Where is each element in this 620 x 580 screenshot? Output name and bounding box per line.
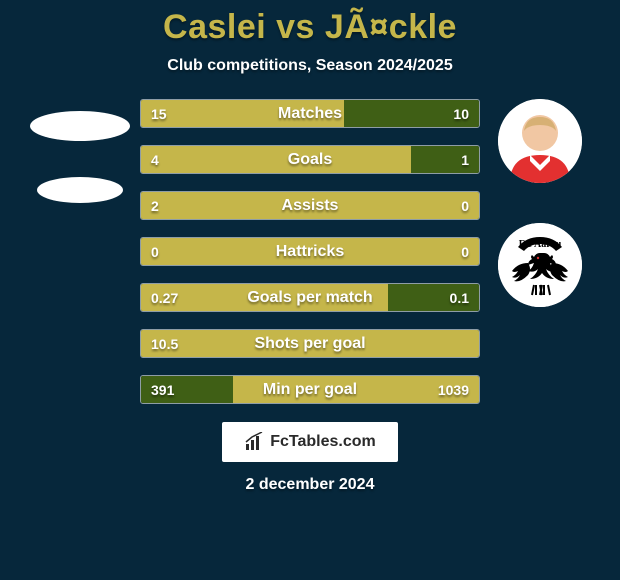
source-badge[interactable]: FcTables.com bbox=[222, 422, 398, 462]
left-player-column bbox=[20, 99, 140, 203]
right-player-avatar-svg bbox=[498, 99, 582, 183]
stat-row: Matches1510 bbox=[140, 99, 480, 128]
content-root: Caslei vs JÃ¤ckle Club competitions, Sea… bbox=[0, 0, 620, 580]
stat-bar-left-fill bbox=[141, 376, 233, 403]
left-player-avatar-placeholder bbox=[30, 111, 130, 141]
stats-bars: Matches1510 Goals41 Assists20 Hattricks00 Go… bbox=[140, 99, 480, 404]
page-title: Caslei vs JÃ¤ckle bbox=[163, 8, 457, 47]
stat-row: Assists20 bbox=[140, 191, 480, 220]
stat-bar-right-fill bbox=[310, 238, 479, 265]
date-text: 2 december 2024 bbox=[246, 476, 375, 494]
stat-bar-left-fill bbox=[141, 100, 344, 127]
stat-row: Shots per goal10.5 bbox=[140, 329, 480, 358]
stat-bar-left-fill bbox=[141, 330, 479, 357]
stat-bar-left-fill bbox=[141, 146, 411, 173]
stat-row: Hattricks00 bbox=[140, 237, 480, 266]
source-badge-text: FcTables.com bbox=[270, 433, 376, 451]
stat-bar-right-fill bbox=[411, 146, 479, 173]
stat-row: Goals41 bbox=[140, 145, 480, 174]
fctables-logo-icon bbox=[244, 432, 264, 452]
main-row: Matches1510 Goals41 Assists20 Hattricks00 Go… bbox=[0, 99, 620, 404]
stat-row: Min per goal3911039 bbox=[140, 375, 480, 404]
right-player-club-svg: FC Aarau bbox=[498, 223, 582, 307]
right-player-avatar bbox=[498, 99, 582, 183]
right-player-column: FC Aarau bbox=[480, 99, 600, 347]
stat-bar-left-fill bbox=[141, 192, 479, 219]
left-player-club-placeholder bbox=[37, 177, 123, 203]
stat-bar-right-fill bbox=[344, 100, 479, 127]
stat-row: Goals per match0.270.1 bbox=[140, 283, 480, 312]
stat-bar-right-fill bbox=[388, 284, 479, 311]
page-subtitle: Club competitions, Season 2024/2025 bbox=[167, 57, 452, 75]
right-player-club-badge: FC Aarau bbox=[498, 223, 582, 307]
stat-bar-left-fill bbox=[141, 284, 388, 311]
club-name-text: FC Aarau bbox=[519, 239, 562, 250]
stat-bar-left-fill bbox=[141, 238, 310, 265]
stat-bar-right-fill bbox=[233, 376, 479, 403]
